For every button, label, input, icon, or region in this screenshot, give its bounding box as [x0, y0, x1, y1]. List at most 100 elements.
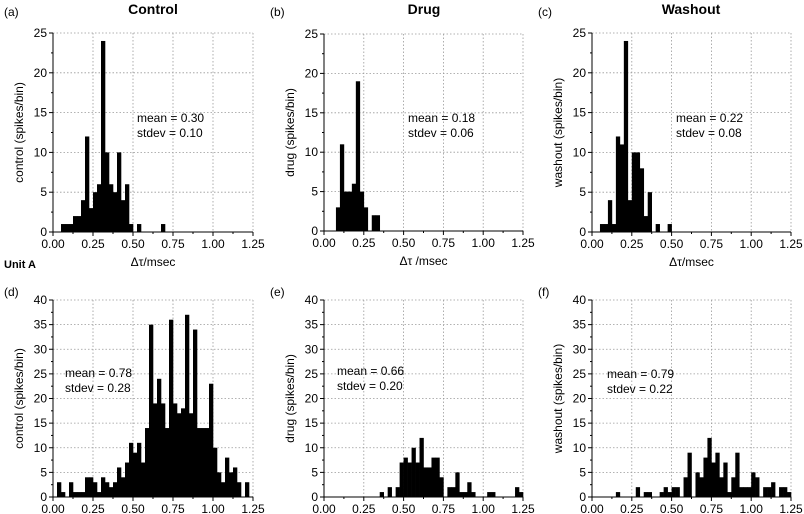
y-tick-label: 10: [305, 145, 319, 159]
y-tick-label: 15: [573, 106, 587, 120]
histogram-bar: [113, 192, 118, 232]
histogram-bar: [415, 462, 420, 497]
stdev-annotation: stdev = 0.22: [607, 382, 673, 396]
y-axis-label: drug (spikes/bin): [283, 88, 297, 177]
y-tick-label: 5: [311, 465, 318, 479]
histogram-bar: [435, 457, 440, 497]
histogram-bar: [463, 492, 468, 497]
histogram-bar: [727, 492, 732, 497]
histogram-bar: [217, 472, 222, 497]
histogram-bar: [169, 319, 174, 497]
y-tick-label: 20: [34, 66, 48, 80]
histogram-bar: [639, 168, 645, 232]
histogram-bar: [73, 492, 78, 497]
histogram-bar: [635, 487, 641, 497]
histogram-bar: [767, 487, 772, 497]
histogram-bar: [471, 492, 476, 497]
histogram-bar: [237, 482, 242, 497]
histogram-bar: [747, 487, 752, 497]
x-tick-label: 0.25: [352, 236, 376, 250]
y-tick-label: 40: [305, 293, 319, 307]
y-tick-label: 20: [34, 392, 48, 406]
histogram-bar: [61, 224, 66, 232]
histogram-bar: [245, 482, 250, 497]
histogram-bar: [399, 462, 404, 497]
histogram-bar: [675, 487, 680, 497]
y-axis-label: drug (spikes/bin): [283, 354, 297, 443]
histogram-bar: [407, 462, 412, 497]
histogram-bar: [751, 472, 756, 497]
x-tick-label: 0.25: [81, 502, 105, 514]
y-tick-label: 25: [573, 26, 587, 40]
histogram-bar: [65, 224, 70, 232]
histogram-bar: [109, 487, 114, 497]
x-tick-label: 0.50: [121, 237, 145, 251]
y-tick-label: 5: [40, 465, 47, 479]
histogram-bar: [173, 403, 178, 497]
histogram-bar: [731, 477, 736, 497]
mean-annotation: mean = 0.78: [65, 366, 132, 380]
y-tick-label: 5: [579, 185, 586, 199]
histogram-bar: [69, 482, 74, 497]
histogram-bar: [683, 477, 688, 497]
y-tick-label: 25: [573, 367, 587, 381]
x-tick-label: 0.00: [41, 237, 65, 251]
histogram-bar: [197, 428, 202, 497]
y-tick-label: 25: [34, 367, 48, 381]
x-tick-label: 0.00: [580, 237, 604, 251]
histogram-bar: [339, 144, 345, 231]
y-axis-label: washout (spikes/bin): [551, 344, 565, 454]
y-tick-label: 15: [305, 106, 319, 120]
histogram-bar: [379, 492, 384, 497]
histogram-bar: [89, 208, 94, 232]
y-tick-label: 20: [573, 392, 587, 406]
x-tick-label: 0.50: [392, 236, 416, 250]
histogram-bar: [177, 413, 182, 497]
histogram-bar: [411, 447, 416, 497]
histogram-bar: [229, 472, 234, 497]
panel-b: 0.00 0.25 0.50 0.75 1.00 1.25 0 5 10 15 20 25 (b) dru…: [270, 5, 535, 268]
histogram-bar: [671, 487, 676, 497]
histogram-bar: [347, 191, 353, 231]
histogram-bar: [455, 472, 460, 497]
y-tick-label: 40: [34, 293, 48, 307]
histogram-bar: [703, 457, 708, 497]
histogram-bar: [73, 216, 78, 232]
histogram-bar: [209, 383, 214, 497]
histogram-bar: [109, 184, 114, 232]
panel-a: 0.00 0.25 0.50 0.75 1.00 1.25 0 5 10 15 20 25 (a) con…: [4, 5, 265, 269]
histogram-bar: [427, 467, 432, 497]
mean-annotation: mean = 0.79: [607, 367, 674, 381]
stdev-annotation: stdev = 0.10: [137, 126, 203, 140]
histogram-bar: [85, 136, 90, 232]
panel-label: (e): [270, 285, 285, 299]
histogram-bar: [335, 207, 341, 231]
histogram-bar: [707, 437, 712, 497]
histogram-bar: [619, 144, 625, 232]
x-tick-label: 1.00: [740, 502, 764, 514]
y-tick-label: 30: [305, 342, 319, 356]
histogram-bar: [205, 428, 210, 497]
histogram-bar: [615, 136, 621, 232]
y-tick-label: 20: [573, 66, 587, 80]
histogram-bar: [487, 492, 492, 497]
histogram-bar: [419, 437, 424, 497]
histogram-bar: [699, 477, 704, 497]
histogram-bar: [125, 462, 130, 497]
histogram-bar: [739, 487, 744, 497]
panel-label: (c): [538, 5, 552, 19]
x-tick-label: 0.25: [81, 237, 105, 251]
x-tick-label: 0.50: [660, 237, 684, 251]
x-tick-label: 0.75: [432, 236, 456, 250]
x-tick-label: 0.25: [620, 502, 644, 514]
histogram-bar: [233, 467, 238, 497]
histogram-bar: [735, 452, 740, 497]
histogram-bar: [193, 329, 198, 497]
histogram-bar: [77, 216, 82, 232]
y-tick-label: 0: [311, 224, 318, 238]
histogram-bar: [125, 184, 130, 232]
y-tick-label: 20: [305, 66, 319, 80]
histogram-bar: [213, 447, 218, 497]
histogram-bar: [467, 482, 472, 497]
y-tick-label: 10: [34, 441, 48, 455]
